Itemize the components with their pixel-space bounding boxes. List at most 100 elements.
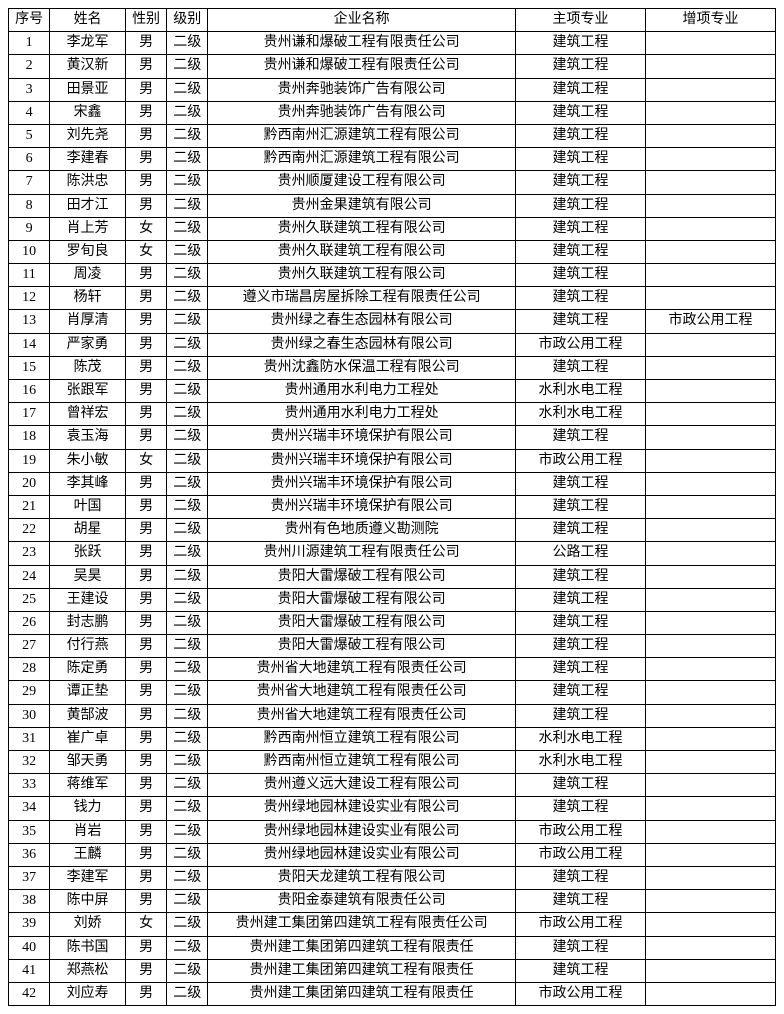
table-cell — [645, 124, 775, 147]
table-cell — [645, 380, 775, 403]
table-cell: 女 — [125, 240, 166, 263]
table-row: 17曾祥宏男二级贵州通用水利电力工程处水利水电工程 — [9, 403, 776, 426]
table-cell: 贵州建工集团第四建筑工程有限责任公司 — [208, 913, 516, 936]
table-cell: 二级 — [167, 194, 208, 217]
table-cell: 女 — [125, 449, 166, 472]
table-cell: 建筑工程 — [515, 124, 645, 147]
table-cell: 贵州兴瑞丰环境保护有限公司 — [208, 449, 516, 472]
table-cell: 二级 — [167, 751, 208, 774]
table-cell: 王建设 — [50, 588, 126, 611]
table-cell: 男 — [125, 982, 166, 1005]
table-cell: 40 — [9, 936, 50, 959]
table-cell: 二级 — [167, 635, 208, 658]
table-row: 12杨轩男二级遵义市瑞昌房屋拆除工程有限责任公司建筑工程 — [9, 287, 776, 310]
table-cell: 张跃 — [50, 542, 126, 565]
table-row: 28陈定勇男二级贵州省大地建筑工程有限责任公司建筑工程 — [9, 658, 776, 681]
table-cell — [645, 843, 775, 866]
table-row: 19朱小敏女二级贵州兴瑞丰环境保护有限公司市政公用工程 — [9, 449, 776, 472]
table-row: 13肖厚清男二级贵州绿之春生态园林有限公司建筑工程市政公用工程 — [9, 310, 776, 333]
table-cell: 二级 — [167, 403, 208, 426]
table-row: 2黄汉新男二级贵州谦和爆破工程有限责任公司建筑工程 — [9, 55, 776, 78]
table-cell: 杨轩 — [50, 287, 126, 310]
table-cell: 贵州省大地建筑工程有限责任公司 — [208, 658, 516, 681]
table-cell: 男 — [125, 426, 166, 449]
header-row: 序号 姓名 性别 级别 企业名称 主项专业 增项专业 — [9, 9, 776, 32]
table-cell — [645, 542, 775, 565]
table-cell: 男 — [125, 495, 166, 518]
table-cell: 建筑工程 — [515, 472, 645, 495]
table-cell: 建筑工程 — [515, 194, 645, 217]
table-cell: 贵州久联建筑工程有限公司 — [208, 264, 516, 287]
table-cell: 陈中屏 — [50, 890, 126, 913]
table-cell: 12 — [9, 287, 50, 310]
col-major: 主项专业 — [515, 9, 645, 32]
table-cell: 陈洪忠 — [50, 171, 126, 194]
table-cell: 市政公用工程 — [515, 843, 645, 866]
table-cell: 11 — [9, 264, 50, 287]
table-row: 36王麟男二级贵州绿地园林建设实业有限公司市政公用工程 — [9, 843, 776, 866]
table-cell: 谭正垫 — [50, 681, 126, 704]
table-row: 32邹天勇男二级黔西南州恒立建筑工程有限公司水利水电工程 — [9, 751, 776, 774]
table-cell: 二级 — [167, 565, 208, 588]
table-cell: 崔广卓 — [50, 727, 126, 750]
table-cell: 封志鹏 — [50, 611, 126, 634]
table-cell: 黔西南州汇源建筑工程有限公司 — [208, 148, 516, 171]
table-cell — [645, 588, 775, 611]
table-row: 11周凌男二级贵州久联建筑工程有限公司建筑工程 — [9, 264, 776, 287]
table-cell: 二级 — [167, 426, 208, 449]
col-extra: 增项专业 — [645, 9, 775, 32]
table-cell: 38 — [9, 890, 50, 913]
table-cell: 男 — [125, 32, 166, 55]
table-row: 39刘娇女二级贵州建工集团第四建筑工程有限责任公司市政公用工程 — [9, 913, 776, 936]
table-cell: 田才江 — [50, 194, 126, 217]
table-cell — [645, 635, 775, 658]
table-cell: 二级 — [167, 287, 208, 310]
table-cell — [645, 820, 775, 843]
table-cell: 42 — [9, 982, 50, 1005]
table-cell: 建筑工程 — [515, 866, 645, 889]
table-cell: 二级 — [167, 936, 208, 959]
table-cell: 男 — [125, 843, 166, 866]
table-cell: 贵州顺厦建设工程有限公司 — [208, 171, 516, 194]
table-cell — [645, 264, 775, 287]
table-row: 15陈茂男二级贵州沈鑫防水保温工程有限公司建筑工程 — [9, 356, 776, 379]
table-cell: 胡星 — [50, 519, 126, 542]
table-cell: 建筑工程 — [515, 681, 645, 704]
table-cell: 9 — [9, 217, 50, 240]
table-cell: 男 — [125, 797, 166, 820]
table-cell — [645, 519, 775, 542]
table-cell: 32 — [9, 751, 50, 774]
table-cell — [645, 727, 775, 750]
table-cell: 邹天勇 — [50, 751, 126, 774]
table-cell: 贵州省大地建筑工程有限责任公司 — [208, 681, 516, 704]
table-cell: 建筑工程 — [515, 959, 645, 982]
table-cell: 男 — [125, 356, 166, 379]
table-cell — [645, 982, 775, 1005]
table-cell: 35 — [9, 820, 50, 843]
table-row: 27付行燕男二级贵阳大雷爆破工程有限公司建筑工程 — [9, 635, 776, 658]
table-cell — [645, 333, 775, 356]
table-cell: 二级 — [167, 449, 208, 472]
table-cell: 男 — [125, 635, 166, 658]
table-cell: 二级 — [167, 217, 208, 240]
table-cell: 男 — [125, 403, 166, 426]
table-cell: 贵州谦和爆破工程有限责任公司 — [208, 55, 516, 78]
table-cell: 贵州绿之春生态园林有限公司 — [208, 310, 516, 333]
table-cell: 陈定勇 — [50, 658, 126, 681]
table-cell: 肖上芳 — [50, 217, 126, 240]
table-cell: 二级 — [167, 681, 208, 704]
table-row: 10罗旬良女二级贵州久联建筑工程有限公司建筑工程 — [9, 240, 776, 263]
table-row: 34钱力男二级贵州绿地园林建设实业有限公司建筑工程 — [9, 797, 776, 820]
table-cell: 黄郜波 — [50, 704, 126, 727]
table-cell: 二级 — [167, 78, 208, 101]
table-row: 38陈中屏男二级贵阳金泰建筑有限责任公司建筑工程 — [9, 890, 776, 913]
table-cell: 黔西南州恒立建筑工程有限公司 — [208, 751, 516, 774]
table-cell: 建筑工程 — [515, 797, 645, 820]
table-cell: 建筑工程 — [515, 32, 645, 55]
table-cell: 建筑工程 — [515, 426, 645, 449]
table-cell: 建筑工程 — [515, 774, 645, 797]
table-cell: 建筑工程 — [515, 101, 645, 124]
table-cell: 二级 — [167, 356, 208, 379]
table-cell: 建筑工程 — [515, 611, 645, 634]
table-cell: 7 — [9, 171, 50, 194]
